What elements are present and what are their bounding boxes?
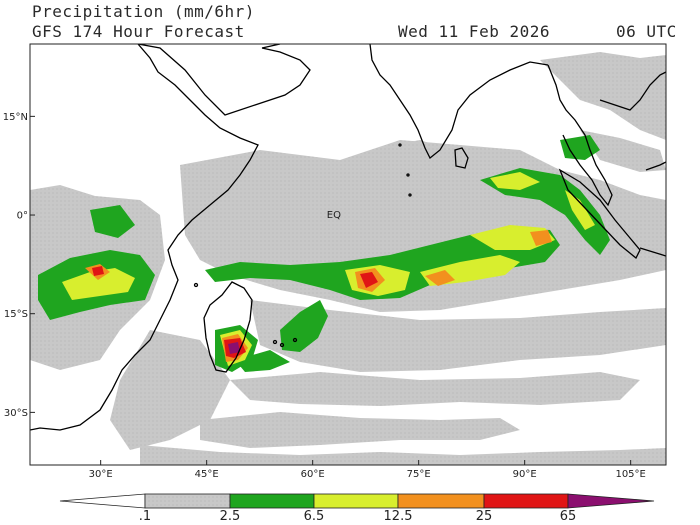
colorbar-label-4: 25 [475,509,493,524]
colorbar-label-5: 65 [559,509,577,524]
lon-tick-label: 75°E [407,469,431,480]
lon-tick-label: 105°E [615,469,645,480]
colorbar-segment-5 [483,493,569,509]
valid-date: Wed 11 Feb 2026 [398,22,550,41]
colorbar-segment-2 [229,493,315,509]
equator-label: EQ [327,210,341,221]
colorbar-segment-below [59,493,146,509]
coastlines [30,44,666,431]
colorbar-segment-above [567,493,655,509]
colorbar-label-3: 12.5 [383,509,413,524]
colorbar [59,493,655,509]
lat-tick-label: 15°S [4,309,28,320]
lon-tick-label: 90°E [513,469,537,480]
lat-tick-label: 30°S [4,408,28,419]
map-subtitle: GFS 174 Hour Forecast [32,22,245,41]
lon-tick-label: 45°E [195,469,219,480]
map-title: Precipitation (mm/6hr) [32,2,255,21]
map-frame [29,43,667,466]
valid-time: 06 UTC [616,22,677,41]
colorbar-label-0: .1 [138,509,152,524]
lat-tick-label: 15°N [3,112,28,123]
colorbar-segment-3 [313,493,399,509]
colorbar-label-2: 6.5 [303,509,325,524]
colorbar-segment-4 [397,493,485,509]
precip-purple [228,342,240,354]
lat-tick-label: 0° [17,211,28,222]
colorbar-segment-1 [144,493,231,509]
longitude-axis: 30°E 45°E 60°E 75°E 90°E 105°E [89,460,646,480]
precip-field [30,44,666,465]
colorbar-label-1: 2.5 [219,509,241,524]
lon-tick-label: 60°E [301,469,325,480]
lon-tick-label: 30°E [89,469,113,480]
latitude-axis: 15°N 0° 15°S 30°S [3,112,35,419]
